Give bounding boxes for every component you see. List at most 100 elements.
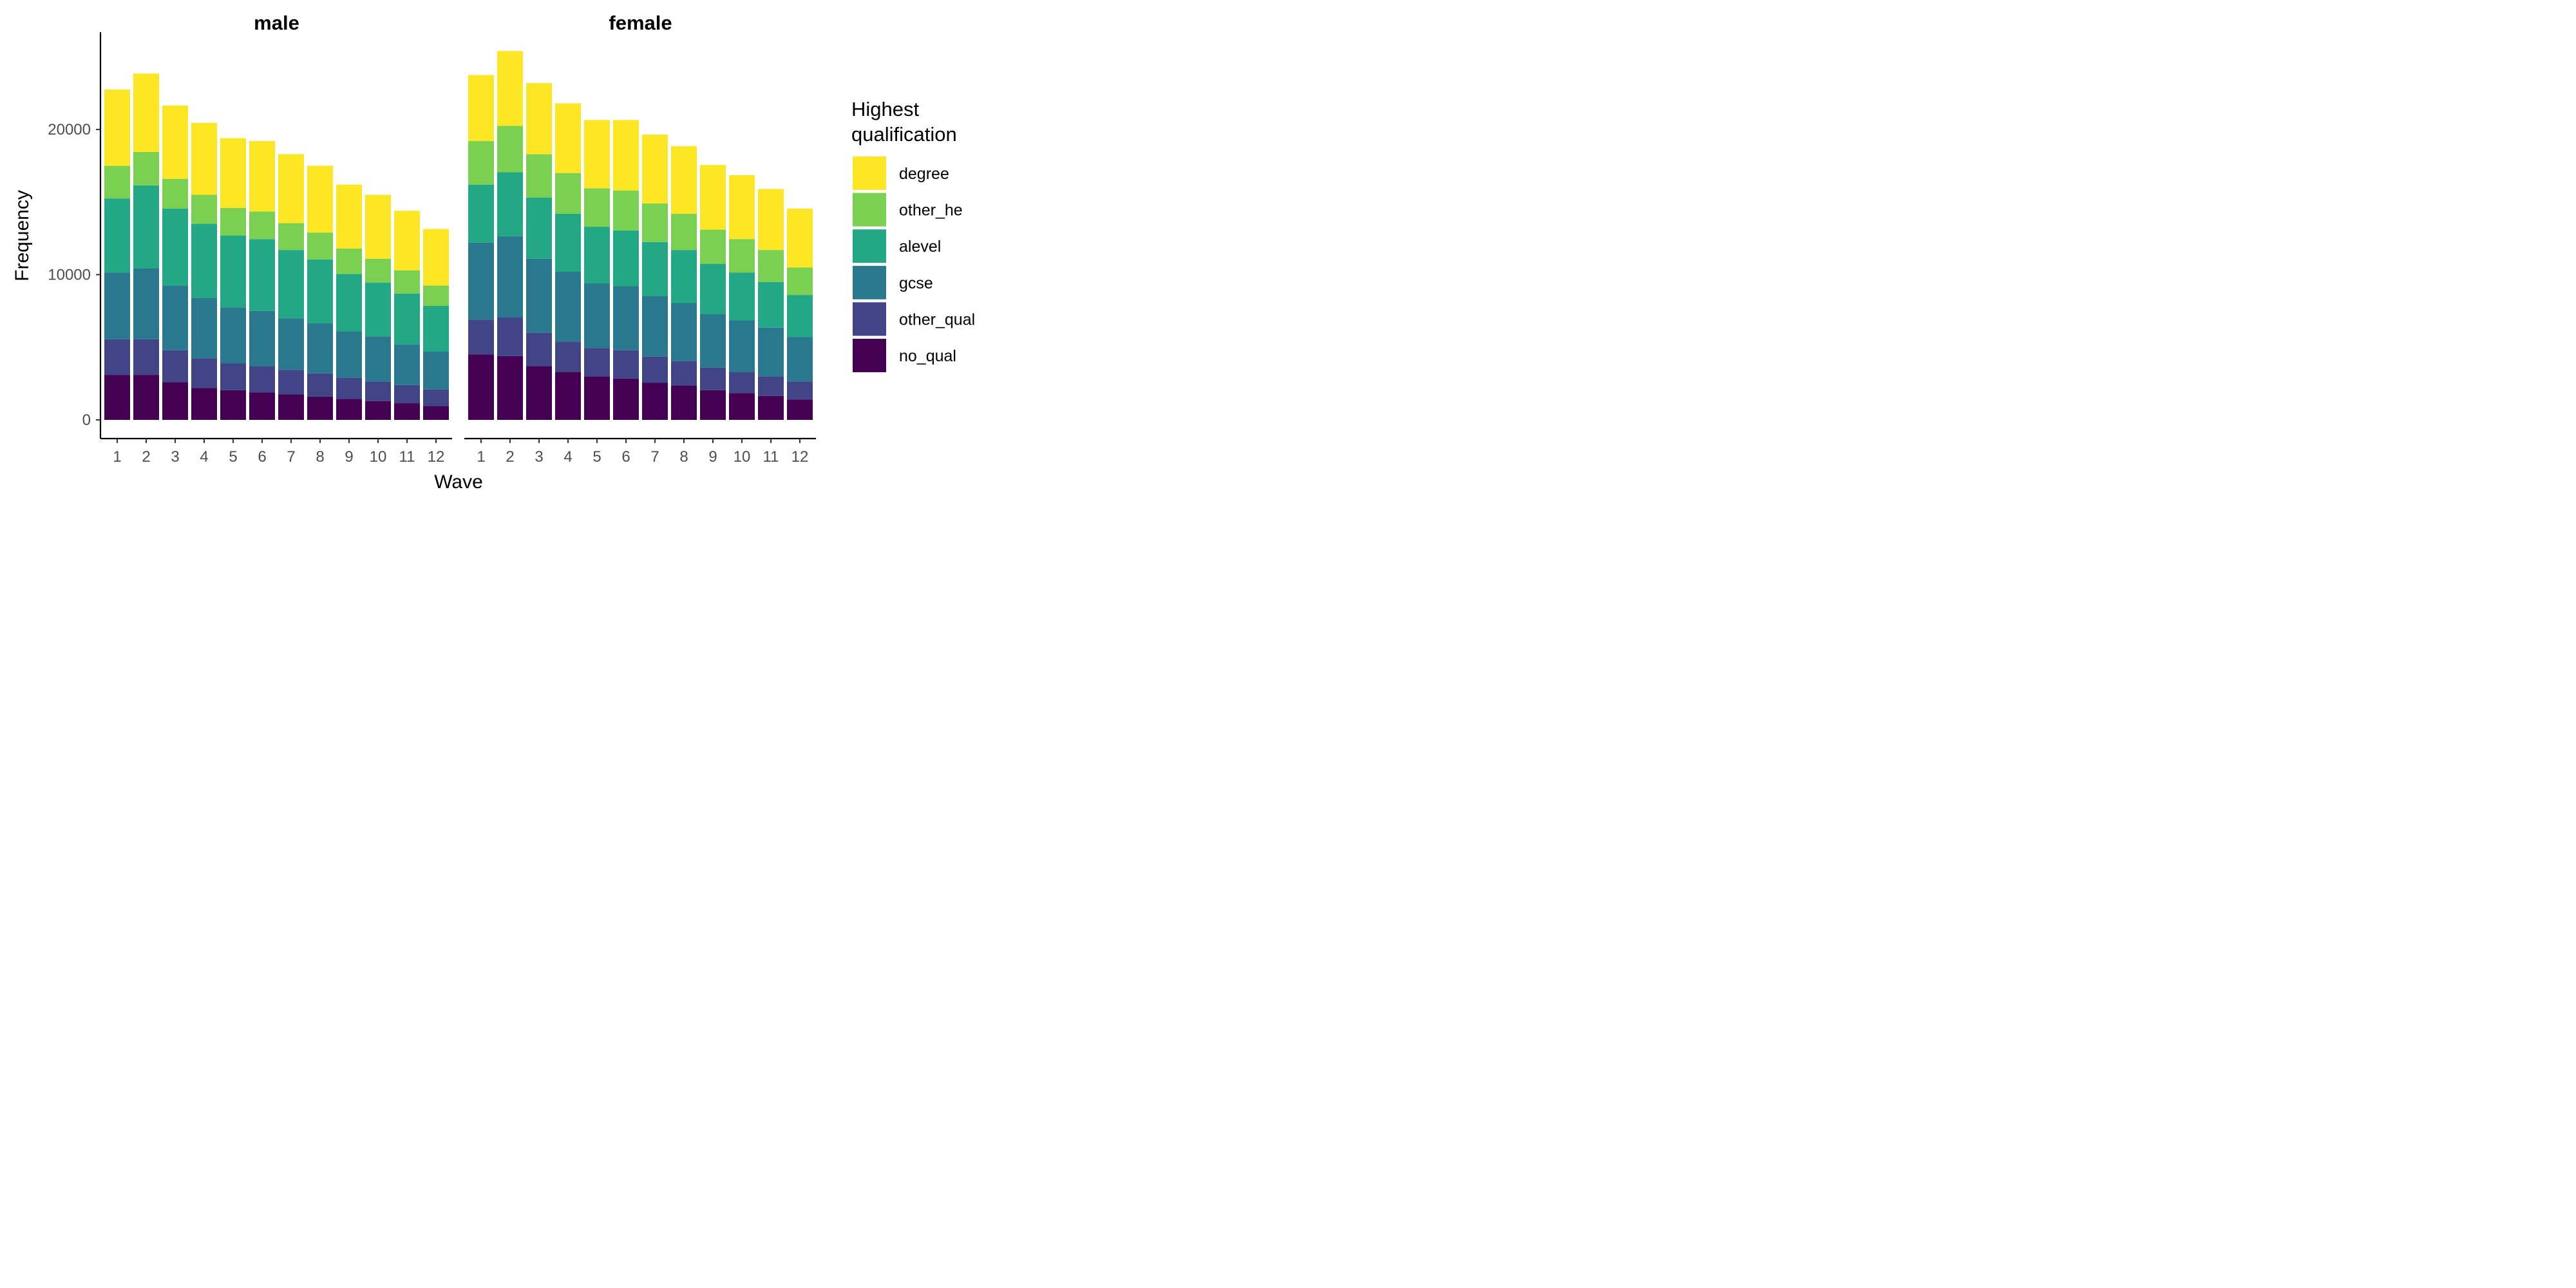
- x-tick-label: 4: [200, 448, 208, 466]
- x-tick-label: 4: [564, 448, 572, 466]
- bar-other_he: [162, 178, 188, 209]
- bar-no_qual: [307, 396, 333, 420]
- bar-other_he: [423, 285, 449, 306]
- x-tick-label: 8: [679, 448, 688, 466]
- bar-no_qual: [642, 383, 668, 420]
- bar-degree: [162, 105, 188, 179]
- bar-other_he: [671, 213, 697, 251]
- legend-item-no_qual: no_qual: [853, 339, 956, 372]
- bar-other_qual: [468, 319, 494, 355]
- bar-degree: [191, 122, 217, 195]
- bar-no_qual: [104, 375, 130, 420]
- bar-alevel: [613, 230, 639, 287]
- bar-other_qual: [220, 363, 246, 390]
- bar-other_qual: [787, 381, 813, 400]
- bar-other_qual: [671, 361, 697, 386]
- bar-other_he: [555, 173, 581, 214]
- bar-degree: [700, 165, 726, 230]
- bar-alevel: [787, 295, 813, 337]
- bar-degree: [423, 229, 449, 286]
- bar-other_he: [700, 229, 726, 264]
- bar-gcse: [423, 352, 449, 390]
- x-tick-label: 5: [229, 448, 237, 466]
- bar-other_qual: [336, 377, 362, 399]
- bar-no_qual: [468, 354, 494, 420]
- x-tick-label: 11: [763, 448, 779, 466]
- legend-item-alevel: alevel: [853, 229, 941, 263]
- bar-other_he: [468, 141, 494, 185]
- bar-alevel: [307, 259, 333, 324]
- bar-gcse: [671, 303, 697, 361]
- legend-swatch: [853, 229, 886, 263]
- bar-other_qual: [700, 367, 726, 390]
- bar-no_qual: [584, 376, 610, 420]
- y-tick-label: 10000: [48, 267, 91, 284]
- bar-alevel: [162, 208, 188, 286]
- bar-other_qual: [642, 356, 668, 383]
- legend-item-other_qual: other_qual: [853, 302, 975, 336]
- y-tick-label: 20000: [48, 121, 91, 138]
- bar-gcse: [700, 314, 726, 368]
- bar-gcse: [249, 310, 275, 366]
- bar-other_qual: [729, 372, 755, 393]
- bar-other_he: [307, 232, 333, 260]
- x-tick-label: 2: [506, 448, 514, 466]
- legend-swatch: [853, 193, 886, 227]
- bar-degree: [220, 138, 246, 208]
- x-tick-label: 3: [535, 448, 543, 466]
- legend-title: Highest: [851, 98, 919, 120]
- bar-degree: [278, 154, 304, 223]
- legend-swatch: [853, 302, 886, 336]
- bar-other_he: [497, 126, 523, 173]
- bar-alevel: [497, 172, 523, 236]
- bar-no_qual: [671, 386, 697, 420]
- bar-alevel: [394, 293, 420, 345]
- bar-other_he: [758, 250, 784, 282]
- bar-other_qual: [162, 350, 188, 383]
- y-tick-label: 0: [82, 412, 91, 429]
- bar-alevel: [336, 274, 362, 332]
- bar-other_he: [729, 239, 755, 273]
- bar-no_qual: [191, 388, 217, 420]
- bar-degree: [671, 146, 697, 214]
- bar-degree: [468, 75, 494, 142]
- bar-degree: [307, 166, 333, 233]
- bar-other_qual: [497, 317, 523, 356]
- bar-degree: [729, 175, 755, 240]
- bar-alevel: [423, 305, 449, 352]
- bar-gcse: [468, 242, 494, 320]
- legend-label: other_he: [899, 202, 963, 220]
- bar-alevel: [758, 281, 784, 328]
- bar-other_qual: [758, 376, 784, 396]
- bar-alevel: [220, 235, 246, 308]
- bar-other_he: [249, 211, 275, 240]
- bar-degree: [104, 89, 130, 166]
- bar-other_qual: [133, 339, 159, 375]
- bar-degree: [787, 208, 813, 268]
- bar-gcse: [526, 258, 552, 333]
- x-tick-label: 12: [428, 448, 445, 466]
- bar-no_qual: [787, 399, 813, 420]
- bar-degree: [249, 141, 275, 212]
- bar-degree: [613, 120, 639, 191]
- bar-degree: [497, 51, 523, 126]
- bar-alevel: [191, 223, 217, 298]
- bar-other_he: [584, 188, 610, 227]
- bar-no_qual: [613, 378, 639, 420]
- bar-gcse: [133, 268, 159, 339]
- bar-other_qual: [423, 389, 449, 406]
- bar-gcse: [394, 344, 420, 385]
- legend-label: alevel: [899, 238, 941, 256]
- y-axis-title: Frequency: [12, 190, 33, 281]
- bar-alevel: [642, 242, 668, 296]
- bar-other_he: [133, 151, 159, 185]
- bar-other_qual: [394, 384, 420, 404]
- bar-no_qual: [365, 401, 391, 420]
- bar-gcse: [497, 236, 523, 318]
- x-tick-label: 10: [370, 448, 387, 466]
- bar-other_qual: [365, 381, 391, 401]
- bar-gcse: [613, 286, 639, 350]
- bar-alevel: [249, 239, 275, 311]
- x-tick-label: 7: [650, 448, 659, 466]
- facet-title: male: [254, 12, 299, 34]
